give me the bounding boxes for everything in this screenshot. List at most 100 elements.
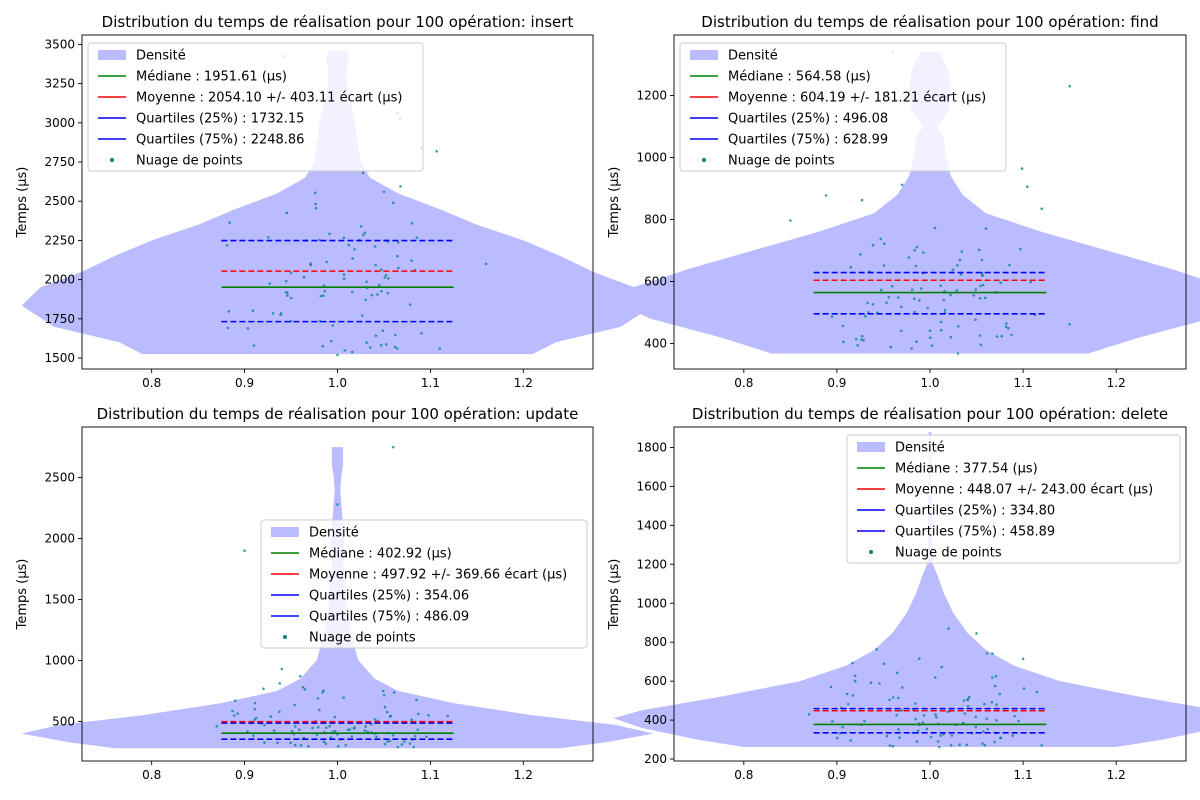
scatter-point (435, 150, 439, 153)
scatter-point (933, 226, 937, 230)
x-tick-label: 0.9 (235, 376, 254, 390)
x-tick-label: 1.2 (514, 376, 533, 390)
scatter-point (830, 315, 834, 318)
scatter-point (342, 273, 346, 277)
legend: Densité Médiane : 377.54 (μs) Moyenne : 44… (846, 434, 1181, 564)
scatter-point (966, 705, 970, 708)
scatter-point (293, 743, 297, 747)
scatter-point (289, 271, 293, 275)
scatter-point (1068, 323, 1071, 326)
scatter-point (309, 262, 312, 265)
scatter-point (856, 344, 859, 347)
scatter-point (900, 305, 903, 309)
scatter-point (290, 730, 294, 733)
scatter-point (807, 713, 811, 716)
scatter-point (359, 225, 363, 228)
scatter-point (986, 727, 989, 731)
scatter-point (374, 334, 378, 338)
scatter-point (935, 715, 938, 719)
scatter-point (993, 740, 996, 744)
subplot-1: 0.8 0.9 1.0 1.1 1.2 1500 1750 2000 2250 2500 2750 3… (15, 13, 654, 390)
scatter-point (939, 734, 942, 737)
legend-box (87, 42, 424, 172)
scatter-point (246, 730, 249, 733)
scatter-point (381, 689, 385, 693)
y-tick-label: 3250 (44, 77, 75, 91)
y-tick-label: 1500 (44, 351, 75, 365)
scatter-point (370, 293, 374, 297)
x-tick-label: 1.0 (328, 376, 347, 390)
scatter-point (383, 705, 387, 709)
scatter-point (322, 689, 325, 692)
scatter-point (294, 725, 297, 728)
y-tick-label: 1000 (636, 596, 667, 610)
legend-handle-density (857, 442, 885, 452)
scatter-point (942, 733, 945, 736)
x-tick-label: 0.9 (827, 376, 846, 390)
x-tick-label: 1.1 (1014, 768, 1033, 782)
scatter-point (898, 736, 901, 739)
scatter-point (915, 740, 919, 743)
y-tick-label: 1750 (44, 312, 75, 326)
scatter-point (981, 283, 985, 287)
scatter-point (853, 679, 857, 683)
scatter-point (930, 344, 934, 347)
scatter-point (983, 702, 986, 706)
scatter-point (929, 735, 933, 739)
x-tick-label: 0.9 (827, 768, 846, 782)
scatter-point (891, 285, 894, 288)
scatter-point (940, 665, 943, 669)
scatter-point (386, 740, 389, 743)
scatter-point (324, 742, 328, 745)
y-axis-label: Temps (μs) (15, 559, 30, 631)
scatter-point (316, 725, 320, 729)
scatter-point (1011, 734, 1015, 737)
scatter-point (939, 284, 943, 288)
scatter-point (914, 264, 918, 268)
scatter-point (885, 734, 889, 738)
scatter-point (269, 715, 273, 718)
scatter-point (227, 310, 231, 313)
legend-label: Quartiles (25%) : 1732.15 (136, 112, 304, 127)
scatter-point (1019, 247, 1022, 251)
scatter-point (920, 287, 923, 290)
y-tick-label: 200 (644, 752, 667, 766)
scatter-point (918, 299, 921, 302)
scatter-point (410, 259, 413, 262)
scatter-point (299, 675, 302, 678)
scatter-point (977, 248, 981, 252)
scatter-point (392, 691, 396, 694)
scatter-point (330, 339, 333, 343)
scatter-point (322, 284, 326, 287)
scatter-point (982, 730, 985, 733)
scatter-point (1008, 263, 1011, 267)
y-tick-label: 800 (644, 213, 667, 227)
scatter-point (853, 674, 857, 677)
y-tick-label: 800 (644, 635, 667, 649)
y-axis-label: Temps (μs) (15, 167, 30, 239)
scatter-point (380, 268, 383, 272)
scatter-point (831, 720, 834, 723)
scatter-point (254, 716, 258, 720)
scatter-point (885, 301, 888, 305)
scatter-point (380, 290, 383, 293)
x-tick-label: 1.2 (1107, 768, 1126, 782)
scatter-point (328, 232, 331, 236)
scatter-point (331, 324, 335, 327)
scatter-point (321, 344, 325, 348)
scatter-point (285, 211, 289, 215)
legend-label: Médiane : 402.92 (μs) (309, 547, 452, 562)
scatter-point (999, 281, 1002, 284)
scatter-point (412, 745, 416, 749)
scatter-point (974, 725, 978, 729)
subplot-3: 0.8 0.9 1.0 1.1 1.2 500 1000 1500 2000 2500 Temps … (15, 405, 654, 782)
scatter-point (307, 744, 310, 748)
scatter-point (253, 701, 257, 705)
chart-title: Distribution du temps de réalisation pou… (701, 13, 1158, 31)
x-tick-label: 1.2 (1107, 376, 1126, 390)
scatter-point (329, 736, 333, 739)
violin-body (21, 50, 654, 355)
y-tick-label: 3500 (44, 37, 75, 51)
scatter-point (276, 741, 279, 745)
x-tick-label: 1.0 (328, 768, 347, 782)
